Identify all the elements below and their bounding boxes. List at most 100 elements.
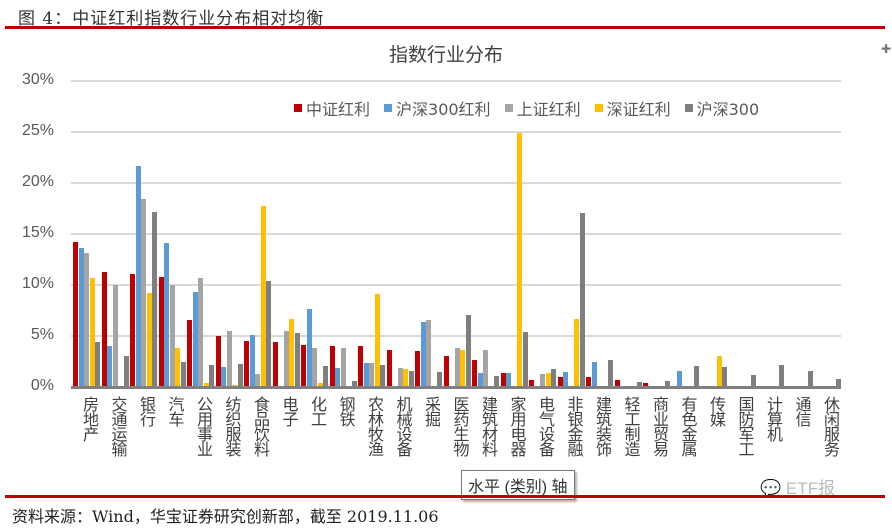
legend[interactable]: 中证红利 沪深300红利 上证红利 深证红利 沪深300 (294, 96, 759, 120)
bar[interactable] (175, 348, 181, 387)
bar[interactable] (779, 364, 785, 387)
bar[interactable] (301, 345, 306, 387)
bar[interactable] (169, 285, 175, 387)
bar[interactable] (415, 351, 420, 387)
bar[interactable] (579, 212, 585, 387)
legend-item[interactable]: 沪深300红利 (384, 96, 491, 120)
bar[interactable] (294, 332, 300, 387)
bar[interactable] (517, 133, 523, 387)
bar[interactable] (107, 346, 113, 387)
bar[interactable] (386, 350, 392, 387)
bar[interactable] (586, 376, 591, 387)
bar[interactable] (836, 378, 842, 387)
x-axis-line[interactable] (71, 386, 841, 389)
bar[interactable] (317, 382, 323, 387)
bar[interactable] (443, 356, 449, 387)
bar[interactable] (591, 361, 597, 387)
bar[interactable] (426, 319, 432, 387)
bar[interactable] (551, 368, 557, 387)
bar[interactable] (643, 382, 648, 387)
bar[interactable] (266, 280, 272, 387)
bar[interactable] (807, 370, 813, 387)
bar[interactable] (563, 371, 569, 387)
bar[interactable] (477, 372, 483, 387)
bar[interactable] (574, 318, 580, 387)
legend-item[interactable]: 中证红利 (294, 96, 370, 120)
bar[interactable] (146, 293, 152, 387)
bar[interactable] (135, 165, 141, 387)
bar[interactable] (323, 365, 329, 387)
bar[interactable] (665, 380, 671, 387)
bar[interactable] (363, 362, 369, 387)
bar[interactable] (465, 314, 471, 387)
bar[interactable] (557, 376, 563, 387)
bar[interactable] (420, 321, 426, 387)
bar[interactable] (397, 367, 403, 387)
bar[interactable] (351, 380, 357, 387)
bar[interactable] (272, 342, 278, 387)
bar[interactable] (636, 381, 642, 387)
bar[interactable] (158, 276, 164, 387)
bar[interactable] (693, 365, 699, 387)
chart-elements-plus-icon[interactable]: ✚ (881, 42, 892, 56)
bar[interactable] (437, 371, 443, 387)
bar[interactable] (123, 356, 129, 387)
bar[interactable] (529, 379, 534, 387)
bar[interactable] (101, 271, 107, 387)
bar[interactable] (483, 350, 489, 387)
bar[interactable] (203, 382, 209, 387)
bar[interactable] (500, 372, 506, 387)
bar[interactable] (340, 348, 346, 387)
bar[interactable] (249, 334, 255, 387)
bar[interactable] (78, 248, 84, 387)
bar[interactable] (677, 370, 683, 387)
bar[interactable] (506, 372, 512, 387)
bar[interactable] (180, 361, 186, 387)
bar[interactable] (403, 368, 409, 387)
bar[interactable] (255, 373, 261, 387)
bar[interactable] (260, 206, 266, 387)
bar[interactable] (215, 336, 221, 387)
bar[interactable] (454, 348, 460, 387)
bar[interactable] (289, 318, 295, 387)
bar[interactable] (545, 372, 551, 387)
bar[interactable] (164, 243, 170, 387)
bar[interactable] (614, 379, 620, 387)
bar[interactable] (335, 367, 341, 387)
bar[interactable] (141, 199, 147, 387)
legend-item[interactable]: 上证红利 (504, 96, 581, 120)
bar[interactable] (152, 211, 158, 387)
bar[interactable] (460, 350, 466, 387)
bar[interactable] (472, 360, 477, 387)
bar[interactable] (226, 330, 232, 387)
bar[interactable] (283, 330, 289, 387)
legend-item[interactable]: 深证红利 (594, 96, 671, 120)
bar[interactable] (306, 309, 312, 387)
bar[interactable] (358, 346, 363, 387)
bar[interactable] (221, 366, 227, 387)
bar[interactable] (380, 364, 386, 387)
legend-item[interactable]: 沪深300 (684, 96, 759, 120)
bar[interactable] (237, 363, 243, 387)
bar[interactable] (329, 346, 335, 387)
bar[interactable] (112, 285, 118, 387)
bar[interactable] (73, 242, 78, 387)
bar[interactable] (312, 348, 318, 387)
bar[interactable] (494, 375, 500, 387)
bar[interactable] (130, 273, 135, 387)
bar[interactable] (408, 370, 414, 387)
bar[interactable] (540, 373, 546, 387)
bar[interactable] (84, 253, 90, 387)
bar[interactable] (187, 319, 192, 387)
bar[interactable] (244, 341, 249, 387)
bar[interactable] (95, 342, 101, 387)
bar[interactable] (89, 277, 95, 387)
bar[interactable] (198, 277, 204, 387)
bar[interactable] (369, 362, 375, 387)
bar[interactable] (209, 364, 215, 387)
bar[interactable] (716, 356, 722, 387)
bar[interactable] (374, 294, 380, 387)
bar[interactable] (232, 384, 238, 387)
bar[interactable] (522, 331, 528, 387)
bar[interactable] (722, 366, 728, 387)
